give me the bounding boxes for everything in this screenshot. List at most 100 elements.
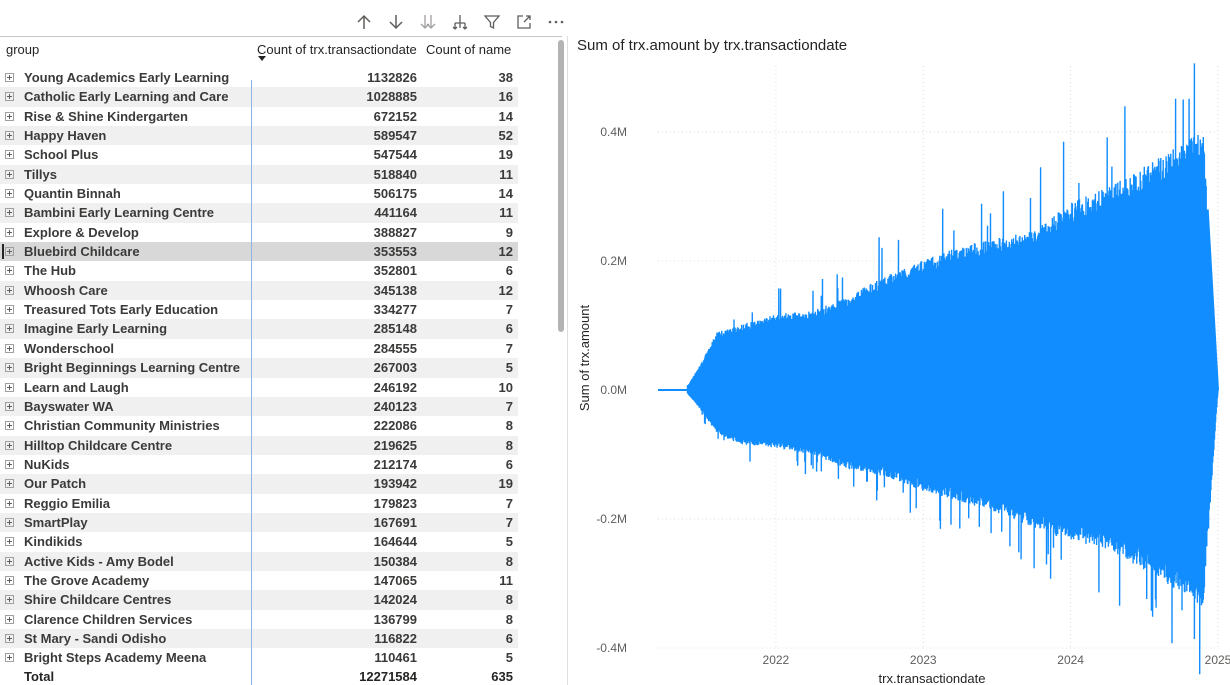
table-row[interactable]: The Hub 352801 6 xyxy=(0,261,518,280)
row-group-name: Explore & Develop xyxy=(24,224,139,240)
expand-row-icon[interactable] xyxy=(5,266,14,276)
row-count-transactiondate: 547544 xyxy=(373,147,417,163)
expand-row-icon[interactable] xyxy=(5,150,14,160)
row-count-transactiondate: 212174 xyxy=(373,456,417,472)
table-scrollbar-thumb[interactable] xyxy=(558,40,564,332)
expand-row-icon[interactable] xyxy=(5,169,14,179)
expand-row-icon[interactable] xyxy=(5,401,14,411)
table-row[interactable]: Our Patch 193942 19 xyxy=(0,474,518,494)
expand-row-icon[interactable] xyxy=(5,305,14,315)
header-group[interactable]: group xyxy=(6,42,40,57)
table-row[interactable]: Shire Childcare Centres 142024 8 xyxy=(0,590,518,610)
table-row[interactable]: NuKids 212174 6 xyxy=(0,455,518,474)
table-row[interactable]: St Mary - Sandi Odisho 116822 6 xyxy=(0,628,518,649)
row-group-name: Tillys xyxy=(24,166,58,182)
table-row[interactable]: Bluebird Childcare 353553 12 xyxy=(0,242,518,262)
row-count-name: 8 xyxy=(505,553,513,569)
row-group-name: Our Patch xyxy=(24,476,87,492)
table-row[interactable]: Happy Haven 589547 52 xyxy=(0,126,518,146)
table-row[interactable]: Catholic Early Learning and Care 1028885 1… xyxy=(0,87,518,107)
row-count-name: 8 xyxy=(505,437,513,453)
expand-row-icon[interactable] xyxy=(5,421,14,431)
focus-mode-button[interactable] xyxy=(508,10,540,34)
table-row[interactable]: Active Kids - Amy Bodel 150384 8 xyxy=(0,551,518,571)
expand-row-icon[interactable] xyxy=(5,382,14,392)
row-group-name: Bayswater WA xyxy=(24,398,114,414)
table-row[interactable]: Bayswater WA 240123 7 xyxy=(0,396,518,417)
row-group-name: The Grove Academy xyxy=(24,572,150,588)
row-count-transactiondate: 219625 xyxy=(373,437,417,453)
expand-row-icon[interactable] xyxy=(5,614,14,624)
expand-row-icon[interactable] xyxy=(5,247,14,257)
expand-row-icon[interactable] xyxy=(5,131,14,141)
row-count-name: 5 xyxy=(505,650,513,666)
table-row[interactable]: Hilltop Childcare Centre 219625 8 xyxy=(0,435,518,455)
table-row[interactable]: The Grove Academy 147065 11 xyxy=(0,571,518,590)
row-count-name: 8 xyxy=(505,611,513,627)
row-count-transactiondate: 142024 xyxy=(373,592,417,608)
table-row[interactable]: Bright Steps Academy Meena 110461 5 xyxy=(0,648,518,667)
expand-row-icon[interactable] xyxy=(5,479,14,489)
header-count-name[interactable]: Count of name xyxy=(426,42,512,57)
expand-row-icon[interactable] xyxy=(5,363,14,373)
row-count-name: 8 xyxy=(505,418,513,434)
expand-row-icon[interactable] xyxy=(5,459,14,469)
expand-row-icon[interactable] xyxy=(5,73,14,82)
next-level-button[interactable] xyxy=(412,10,444,34)
expand-hierarchy-button[interactable] xyxy=(444,10,476,34)
row-count-name: 19 xyxy=(498,476,513,492)
table-row[interactable]: Explore & Develop 388827 9 xyxy=(0,223,518,242)
table-row[interactable]: Whoosh Care 345138 12 xyxy=(0,280,518,301)
expand-row-icon[interactable] xyxy=(5,633,14,643)
expand-row-icon[interactable] xyxy=(5,227,14,237)
expand-row-icon[interactable] xyxy=(5,343,14,353)
row-group-name: NuKids xyxy=(24,456,70,472)
table-row[interactable]: Learn and Laugh 246192 10 xyxy=(0,378,518,397)
expand-row-icon[interactable] xyxy=(5,575,14,585)
drill-up-button[interactable] xyxy=(348,10,380,34)
table-row[interactable]: Reggio Emilia 179823 7 xyxy=(0,494,518,513)
row-group-name: Reggio Emilia xyxy=(24,495,110,511)
expand-row-icon[interactable] xyxy=(5,285,14,295)
drill-down-button[interactable] xyxy=(380,10,412,34)
expand-row-icon[interactable] xyxy=(5,537,14,547)
table-row[interactable]: Kindikids 164644 5 xyxy=(0,532,518,551)
chart-title: Sum of trx.amount by trx.transactiondate xyxy=(577,37,848,54)
y-tick-label: -0.2M xyxy=(596,512,627,526)
filter-button[interactable] xyxy=(476,10,508,34)
row-count-transactiondate: 353553 xyxy=(373,244,417,260)
table-row[interactable]: Rise & Shine Kindergarten 672152 14 xyxy=(0,107,518,126)
table-row[interactable]: Tillys 518840 11 xyxy=(0,164,518,185)
table-row[interactable]: Bright Beginnings Learning Centre 267003 5 xyxy=(0,358,518,378)
row-group-name: Quantin Binnah xyxy=(24,186,121,202)
table-row[interactable]: Treasured Tots Early Education 334277 7 xyxy=(0,300,518,319)
table-row[interactable]: Wonderschool 284555 7 xyxy=(0,339,518,358)
more-options-button[interactable] xyxy=(540,10,572,34)
header-count-transactiondate[interactable]: Count of trx.transactiondate xyxy=(257,42,417,57)
table-row[interactable]: Clarence Children Services 136799 8 xyxy=(0,610,518,629)
expand-row-icon[interactable] xyxy=(5,189,14,199)
expand-row-icon[interactable] xyxy=(5,517,14,527)
table-row[interactable]: SmartPlay 167691 7 xyxy=(0,512,518,533)
expand-row-icon[interactable] xyxy=(5,111,14,121)
line-chart: 0.4M 0.2M 0.0M -0.2M -0.4M 2022 2023 2024 2025 tr… xyxy=(577,63,1230,685)
expand-row-icon[interactable] xyxy=(5,556,14,566)
expand-row-icon[interactable] xyxy=(5,595,14,605)
row-count-name: 6 xyxy=(505,321,513,337)
table-row[interactable]: Young Academics Early Learning 1132826 38 xyxy=(0,68,518,87)
table-row[interactable]: Imagine Early Learning 285148 6 xyxy=(0,319,518,339)
row-count-transactiondate: 147065 xyxy=(373,572,417,588)
expand-row-icon[interactable] xyxy=(5,208,14,218)
row-count-name: 7 xyxy=(505,302,513,318)
row-count-name: 6 xyxy=(505,263,513,279)
expand-row-icon[interactable] xyxy=(5,498,14,508)
expand-row-icon[interactable] xyxy=(5,324,14,334)
row-group-name: Catholic Early Learning and Care xyxy=(24,89,229,105)
expand-row-icon[interactable] xyxy=(5,653,14,663)
expand-row-icon[interactable] xyxy=(5,92,14,102)
table-row[interactable]: Quantin Binnah 506175 14 xyxy=(0,184,518,203)
table-row[interactable]: Christian Community Ministries 222086 8 xyxy=(0,416,518,435)
expand-row-icon[interactable] xyxy=(5,440,14,450)
table-row[interactable]: Bambini Early Learning Centre 441164 11 xyxy=(0,203,518,223)
table-row[interactable]: School Plus 547544 19 xyxy=(0,145,518,164)
